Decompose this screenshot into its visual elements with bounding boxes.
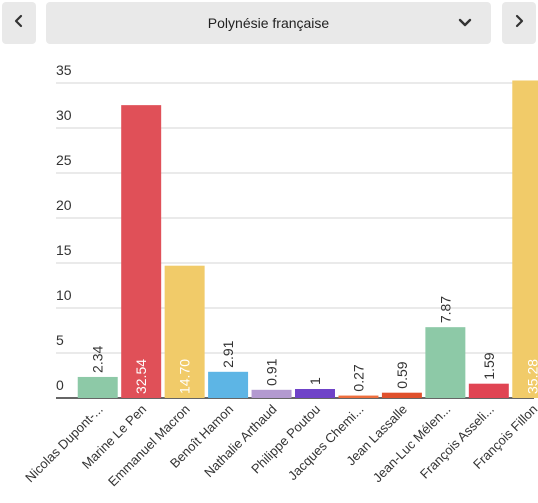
bar <box>425 327 466 398</box>
next-region-button[interactable] <box>502 2 536 44</box>
bar-value-label: 14.70 <box>177 359 193 394</box>
bar-value-label: 7.87 <box>437 296 453 323</box>
region-select-value: Polynésie française <box>207 15 330 31</box>
bar-value-label: 1 <box>307 377 323 385</box>
bar-value-label: 2.91 <box>220 340 236 367</box>
bar <box>338 395 379 398</box>
bar-value-label: 2.34 <box>90 345 106 372</box>
previous-region-button[interactable] <box>2 2 36 44</box>
bar <box>121 105 162 398</box>
bar-value-label: 1.59 <box>481 352 497 379</box>
x-tick-label: François Asseli... <box>417 402 497 482</box>
bar <box>512 80 538 398</box>
x-tick-label: Jean-Luc Mélen... <box>370 402 454 486</box>
bar <box>164 265 205 398</box>
bar-value-label: 0.59 <box>394 361 410 388</box>
region-select[interactable]: Polynésie française <box>46 2 491 44</box>
bar <box>251 389 292 398</box>
bar <box>381 392 422 398</box>
y-tick-label: 30 <box>56 107 72 123</box>
x-tick-label: Jacques Chemi... <box>285 402 367 484</box>
chevron-left-icon <box>12 14 26 33</box>
y-tick-label: 0 <box>56 377 64 393</box>
bar <box>295 389 335 398</box>
bar-value-label: 32.54 <box>133 359 149 394</box>
y-tick-label: 15 <box>56 242 72 258</box>
y-tick-label: 10 <box>56 287 72 303</box>
y-tick-label: 35 <box>56 62 72 78</box>
y-tick-label: 25 <box>56 152 72 168</box>
bar <box>208 371 249 398</box>
bar <box>468 383 509 398</box>
bar-value-label: 35.28 <box>524 359 538 394</box>
bar <box>77 376 118 398</box>
y-tick-label: 20 <box>56 197 72 213</box>
y-tick-label: 5 <box>56 332 64 348</box>
x-tick-label: Emmanuel Macron <box>105 402 193 490</box>
bar-value-label: 0.91 <box>264 358 280 385</box>
bar-value-label: 0.27 <box>350 364 366 391</box>
chevron-down-icon <box>457 15 473 31</box>
x-tick-label: Nicolas Dupont-... <box>22 402 106 486</box>
chevron-right-icon <box>512 14 526 33</box>
